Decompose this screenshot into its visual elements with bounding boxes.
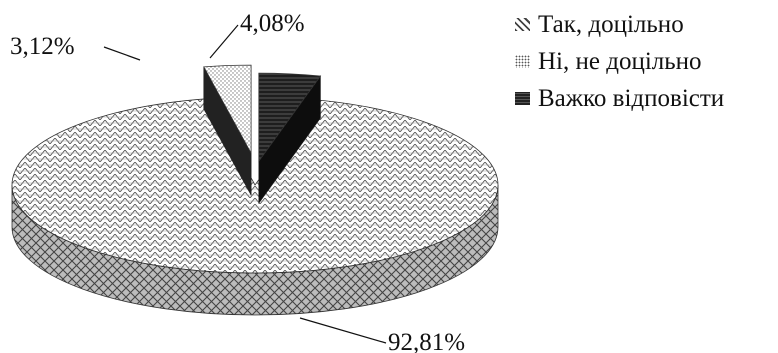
slice-no xyxy=(203,64,252,196)
legend-label-yes: Так, доцільно xyxy=(538,10,684,38)
legend: Так, доцільно Ні, не доцільно Важко відп… xyxy=(515,6,724,117)
legend-label-hard: Важко відповісти xyxy=(538,84,725,112)
legend-item-yes: Так, доцільно xyxy=(515,6,724,43)
slice-hard-top xyxy=(258,72,322,163)
legend-swatch-no xyxy=(515,55,530,68)
pie-slices xyxy=(11,64,499,316)
data-label-yes: 92,81% xyxy=(388,329,465,353)
slice-no-top xyxy=(203,64,252,154)
data-label-no-leader xyxy=(103,46,141,61)
data-label-yes-leader xyxy=(299,317,387,344)
data-label-hard-leader xyxy=(209,24,239,59)
slice-yes-top xyxy=(11,98,499,274)
legend-label-no: Ні, не доцільно xyxy=(538,47,702,75)
legend-swatch-hard xyxy=(515,92,530,105)
leader-lines xyxy=(103,24,387,344)
data-label-no: 3,12% xyxy=(10,33,75,60)
legend-item-no: Ні, не доцільно xyxy=(515,43,724,80)
data-label-hard: 4,08% xyxy=(240,10,305,37)
legend-swatch-yes xyxy=(515,18,530,31)
slice-hard xyxy=(258,72,322,205)
slice-yes xyxy=(11,98,499,316)
data-labels: 92,81% 3,12% 4,08% xyxy=(10,10,465,353)
legend-item-hard: Важко відповісти xyxy=(515,80,724,117)
